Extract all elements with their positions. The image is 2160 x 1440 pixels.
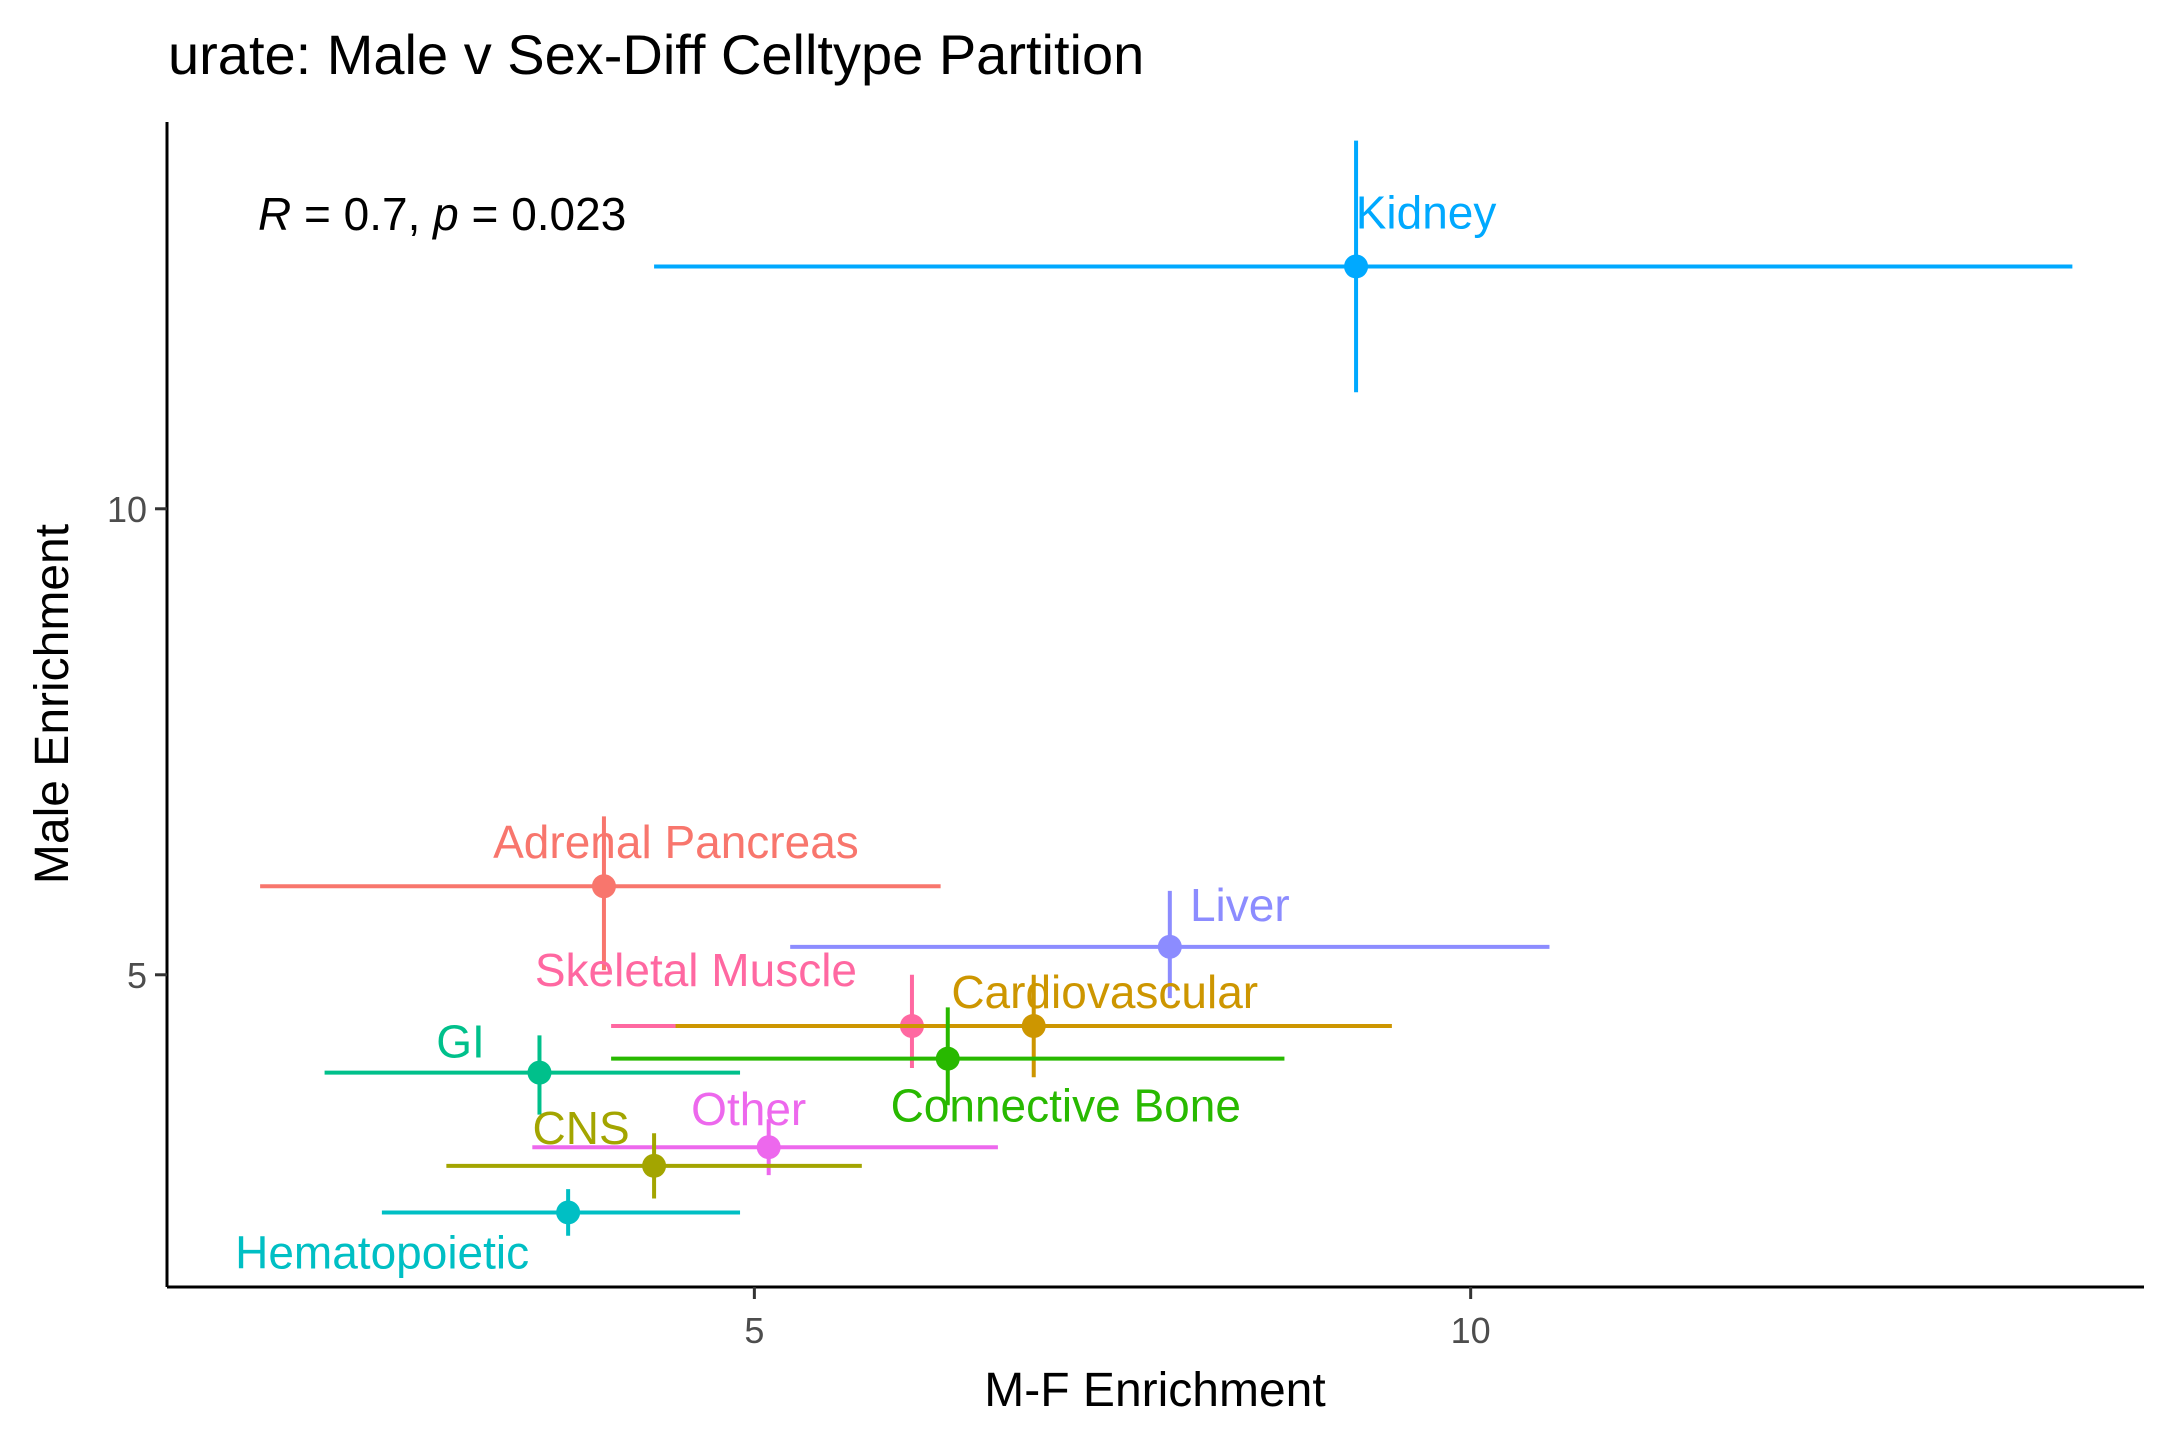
x-axis-title: M-F Enrichment bbox=[984, 1364, 1325, 1417]
label-cardiovascular: Cardiovascular bbox=[951, 966, 1258, 1018]
data-point bbox=[935, 1046, 960, 1071]
chart-title: urate: Male v Sex-Diff Celltype Partitio… bbox=[168, 23, 1144, 86]
data-marks bbox=[260, 140, 2073, 1236]
y-tick-label: 5 bbox=[127, 955, 147, 996]
point-adrenal-pancreas bbox=[260, 816, 941, 971]
p-symbol: p bbox=[431, 188, 459, 240]
r-symbol: R bbox=[258, 188, 291, 240]
r-value: = 0.7, bbox=[291, 188, 433, 240]
y-axis-title: Male Enrichment bbox=[26, 524, 79, 884]
x-tick-label: 10 bbox=[1451, 1310, 1491, 1351]
point-labels: Kidney Adrenal Pancreas Liver Skeletal Musc… bbox=[235, 186, 1496, 1278]
data-point bbox=[1021, 1014, 1046, 1039]
x-ticks: 5 10 bbox=[744, 1287, 1491, 1351]
correlation-annotation: R = 0.7, p = 0.023 bbox=[258, 188, 626, 240]
data-point bbox=[527, 1060, 552, 1085]
data-point bbox=[556, 1200, 581, 1225]
label-liver: Liver bbox=[1190, 879, 1290, 931]
label-connective-bone: Connective Bone bbox=[891, 1080, 1241, 1132]
label-skeletal-muscle: Skeletal Muscle bbox=[535, 944, 857, 996]
label-adrenal-pancreas: Adrenal Pancreas bbox=[493, 816, 859, 868]
data-point bbox=[1344, 254, 1369, 279]
label-gi: GI bbox=[436, 1016, 485, 1068]
data-point bbox=[1157, 934, 1182, 959]
y-tick-label: 10 bbox=[107, 489, 147, 530]
point-liver bbox=[790, 890, 1550, 999]
label-hematopoietic: Hematopoietic bbox=[235, 1226, 529, 1278]
point-connective-bone bbox=[611, 1007, 1285, 1106]
data-point bbox=[756, 1135, 781, 1160]
label-kidney: Kidney bbox=[1356, 186, 1497, 238]
x-tick-label: 5 bbox=[744, 1310, 764, 1351]
label-cns: CNS bbox=[533, 1102, 630, 1154]
y-ticks: 5 10 bbox=[107, 489, 167, 996]
label-other: Other bbox=[691, 1083, 806, 1135]
data-point bbox=[642, 1153, 667, 1178]
point-gi bbox=[324, 1035, 741, 1115]
point-cns bbox=[446, 1133, 862, 1199]
point-kidney bbox=[654, 140, 2073, 393]
data-point bbox=[591, 874, 616, 899]
point-hematopoietic bbox=[381, 1189, 741, 1236]
axes bbox=[165, 122, 2144, 1289]
p-value: = 0.023 bbox=[459, 188, 627, 240]
